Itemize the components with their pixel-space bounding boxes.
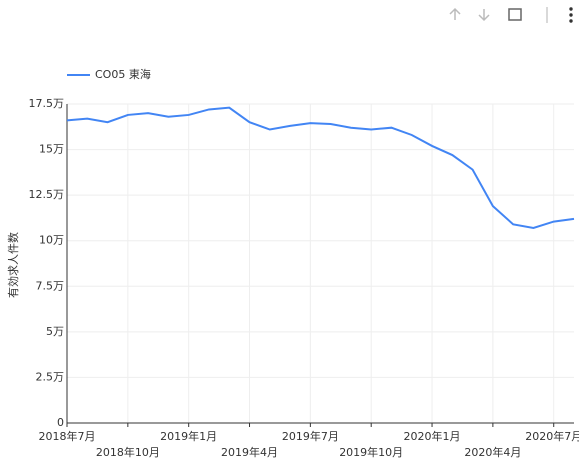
chart-icon[interactable] (508, 8, 522, 21)
y-tick-label: 5万 (46, 325, 64, 338)
x-tick-label: 2020年7月 (525, 429, 579, 443)
y-tick-label: 10万 (39, 234, 64, 247)
y-tick-label: 17.5万 (29, 97, 65, 110)
y-tick-label: 12.5万 (29, 188, 65, 201)
x-tick-label: 2019年7月 (282, 429, 339, 443)
legend-label: CO05 東海 (95, 67, 151, 81)
x-tick-label: 2018年7月 (39, 429, 96, 443)
x-tick-label: 2019年1月 (160, 429, 217, 443)
y-tick-label: 0 (57, 416, 64, 429)
toolbar (449, 7, 548, 23)
y-axis-title: 有効求人件数 (6, 232, 20, 298)
x-tick-label: 2019年4月 (221, 445, 278, 459)
sort-down-icon[interactable] (478, 9, 490, 22)
x-tick-label: 2019年10月 (339, 445, 403, 459)
y-tick-label: 15万 (39, 143, 64, 156)
x-tick-label: 2020年1月 (404, 429, 461, 443)
menu-icon[interactable] (569, 7, 573, 23)
y-tick-label: 7.5万 (36, 279, 65, 292)
series-line (66, 106, 575, 229)
x-tick-label: 2018年10月 (96, 445, 160, 459)
y-tick-label: 2.5万 (36, 370, 65, 383)
x-tick-label: 2020年4月 (464, 445, 521, 459)
sort-up-icon[interactable] (449, 7, 461, 20)
